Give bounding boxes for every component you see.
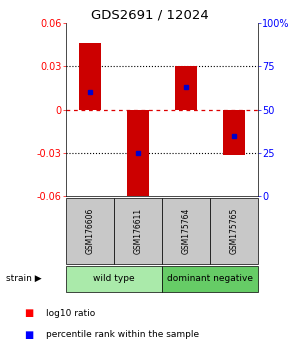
- Text: GSM175765: GSM175765: [230, 208, 238, 254]
- Text: strain ▶: strain ▶: [6, 274, 42, 283]
- Text: GDS2691 / 12024: GDS2691 / 12024: [91, 9, 209, 22]
- Bar: [79, 43, 101, 110]
- Bar: [175, 67, 197, 110]
- Bar: [223, 110, 245, 155]
- Text: GSM176606: GSM176606: [85, 208, 94, 254]
- Text: ■: ■: [24, 308, 33, 318]
- Text: GSM175764: GSM175764: [182, 208, 190, 254]
- Text: GSM176611: GSM176611: [134, 208, 142, 254]
- Text: wild type: wild type: [93, 274, 135, 283]
- Bar: [127, 110, 149, 204]
- Text: log10 ratio: log10 ratio: [46, 309, 96, 318]
- Text: percentile rank within the sample: percentile rank within the sample: [46, 330, 200, 339]
- Text: ■: ■: [24, 330, 33, 339]
- Text: dominant negative: dominant negative: [167, 274, 253, 283]
